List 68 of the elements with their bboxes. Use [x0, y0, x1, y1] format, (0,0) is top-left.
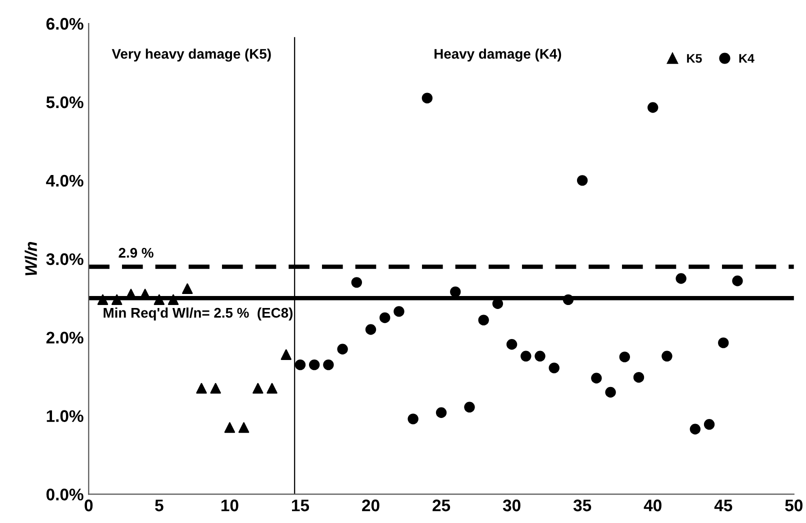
point	[308, 359, 320, 370]
point	[266, 382, 278, 394]
point	[591, 372, 602, 384]
point	[224, 422, 236, 433]
point	[704, 419, 715, 430]
point	[196, 382, 207, 394]
x-tick-label: 0	[84, 500, 93, 512]
x-tick-label: 30	[502, 500, 520, 512]
point	[380, 312, 390, 324]
point	[238, 422, 250, 433]
x-tick-label: 5	[155, 500, 164, 512]
point	[154, 294, 165, 306]
point	[168, 294, 179, 306]
point	[351, 277, 362, 288]
point	[718, 337, 729, 348]
point	[394, 306, 404, 317]
point	[506, 339, 518, 350]
point	[648, 102, 658, 113]
point	[323, 359, 334, 370]
y-tick-label: 3.0%	[46, 253, 84, 266]
point	[732, 276, 743, 286]
x-tick-label: 25	[432, 500, 450, 512]
ref-line-label: Min Req'd Wl/n= 2.5 % (EC8)	[104, 308, 293, 320]
x-tick-label: 15	[292, 500, 310, 512]
x-tick-label: 20	[362, 500, 380, 512]
x-tick-label: 50	[785, 500, 802, 512]
point	[252, 382, 264, 394]
x-tick-label: 40	[644, 500, 662, 512]
point	[534, 350, 546, 362]
y-tick-label: 2.0%	[46, 332, 84, 344]
y-tick-label: 6.0%	[46, 18, 84, 30]
point	[676, 273, 686, 284]
point	[210, 382, 221, 394]
legend-label: K4	[739, 54, 754, 63]
point	[337, 344, 348, 354]
point	[478, 314, 489, 326]
point	[548, 362, 560, 374]
point	[112, 294, 122, 306]
y-axis-title: Wl/n	[24, 242, 38, 276]
point	[619, 352, 630, 362]
point	[690, 424, 701, 434]
point	[562, 294, 574, 306]
y-tick-label: 1.0%	[46, 410, 84, 422]
point	[436, 407, 447, 418]
point	[450, 286, 461, 298]
point	[422, 92, 433, 104]
legend-label: K5	[687, 54, 702, 63]
point	[182, 283, 193, 294]
point	[280, 349, 292, 360]
point	[294, 359, 306, 370]
point	[520, 350, 532, 362]
point	[633, 372, 644, 383]
point	[97, 294, 108, 306]
annotation: Heavy damage (K4)	[434, 48, 562, 62]
x-tick-label: 35	[573, 500, 592, 512]
ref-line-label: 2.9 %	[118, 248, 154, 258]
annotation: Very heavy damage (K5)	[112, 48, 271, 62]
point	[408, 414, 418, 424]
x-tick-label: 45	[714, 500, 732, 512]
point	[576, 175, 588, 186]
point	[662, 350, 672, 362]
point	[365, 324, 376, 335]
y-tick-label: 4.0%	[46, 174, 84, 187]
point	[605, 386, 616, 398]
point	[464, 402, 475, 413]
x-tick-label: 10	[221, 500, 238, 512]
y-tick-label: 0.0%	[46, 488, 84, 500]
y-tick-label: 5.0%	[46, 96, 84, 108]
